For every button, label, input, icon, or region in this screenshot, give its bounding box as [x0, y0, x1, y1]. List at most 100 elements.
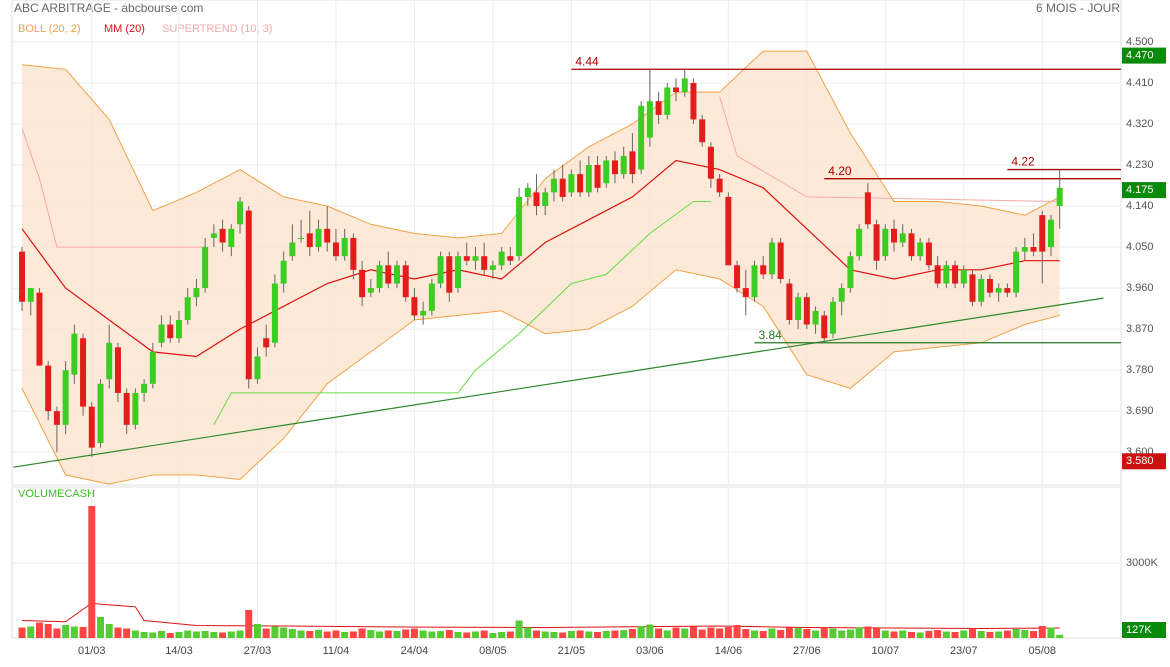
y-tick-label: 3.960: [1126, 282, 1154, 294]
volume-bar: [681, 628, 689, 638]
volume-bar: [785, 627, 793, 638]
candle-body: [489, 265, 496, 270]
volume-bar: [445, 630, 453, 638]
volume-bar: [79, 627, 87, 638]
candle-body: [952, 265, 959, 284]
candle-body: [690, 82, 697, 120]
volume-bar: [97, 617, 105, 638]
candle-body: [620, 155, 627, 175]
candle-body: [768, 242, 775, 275]
level-label: 4.20: [828, 164, 852, 178]
x-tick-label: 01/03: [78, 645, 106, 657]
candle-body: [838, 288, 845, 302]
volume-bar: [777, 630, 785, 638]
volume-bar: [27, 626, 35, 638]
candle-body: [577, 174, 584, 193]
candle-body: [184, 297, 191, 320]
volume-bar: [62, 625, 70, 638]
candle-body: [925, 242, 932, 266]
candle-body: [263, 338, 270, 348]
candle-body: [821, 315, 828, 339]
volume-bar: [559, 632, 567, 638]
x-tick-label: 21/05: [558, 645, 586, 657]
candle-body: [45, 365, 52, 412]
candle-body: [559, 178, 566, 197]
candle-body: [856, 228, 863, 257]
volume-bar: [916, 632, 924, 638]
volume-bar: [1038, 626, 1046, 638]
volume-bar: [70, 626, 78, 638]
candle-body: [899, 233, 906, 243]
y-tick-label: 4.140: [1126, 200, 1154, 212]
bollinger-fill: [22, 51, 1060, 485]
candle-body: [960, 269, 967, 284]
candle-body: [882, 228, 889, 257]
candle-body: [934, 265, 941, 284]
y-tick-label: 3.780: [1126, 364, 1154, 376]
volume-bar: [210, 632, 218, 638]
volume-bar: [184, 630, 192, 638]
volume-bar: [88, 506, 96, 638]
candle-body: [315, 228, 322, 248]
volume-bar: [454, 632, 462, 638]
volume-bar: [166, 633, 174, 638]
volume-bar: [428, 631, 436, 638]
candle-body: [359, 269, 366, 298]
candle-body: [1039, 215, 1046, 252]
candles-layer: [18, 69, 1064, 638]
volume-bar: [253, 624, 261, 638]
candle-body: [986, 278, 993, 293]
volume-bar: [838, 630, 846, 638]
candle-body: [1004, 288, 1011, 293]
candle-body: [114, 347, 121, 393]
candle-body: [237, 201, 244, 225]
price-panel: [11, 0, 1122, 486]
volume-bar: [855, 627, 863, 638]
volume-bar: [890, 631, 898, 638]
volume-bar: [349, 631, 357, 638]
y-tick-label: 4.320: [1126, 118, 1154, 130]
candle-body: [943, 265, 950, 284]
volume-bar: [524, 627, 532, 638]
y-tick-label: 3000K: [1126, 557, 1158, 569]
candle-body: [1030, 247, 1037, 252]
candle-body: [1013, 251, 1020, 293]
candle-body: [88, 406, 95, 448]
candle-body: [437, 256, 444, 284]
candle-body: [202, 247, 209, 289]
volume-bar: [716, 628, 724, 638]
candle-body: [376, 265, 383, 289]
volume-bar: [794, 628, 802, 638]
volume-title: VOLUMECASH: [18, 488, 95, 500]
volume-bar: [907, 632, 915, 638]
volume-bar: [18, 627, 26, 638]
x-tick-label: 24/04: [401, 645, 429, 657]
candle-body: [847, 256, 854, 289]
volume-bar: [541, 631, 549, 638]
x-tick-label: 05/08: [1028, 645, 1056, 657]
candle-body: [803, 297, 810, 325]
bollinger-upper: [21, 50, 1060, 239]
volume-bar: [594, 632, 602, 638]
volume-bar: [611, 630, 619, 638]
volume-bar: [280, 627, 288, 638]
volume-bar: [968, 628, 976, 638]
candle-body: [603, 160, 610, 184]
volume-bar: [192, 631, 200, 638]
volume-bar: [925, 631, 933, 638]
candle-body: [62, 370, 69, 425]
volume-bar: [585, 631, 593, 638]
price-tag-label: 4.470: [1126, 50, 1154, 62]
volume-bar: [1030, 631, 1038, 638]
candle-body: [219, 228, 226, 243]
candle-body: [699, 119, 706, 143]
volume-bar: [498, 632, 506, 638]
volume-average: [21, 602, 1060, 630]
candle-body: [516, 196, 523, 257]
candle-body: [341, 237, 348, 257]
candle-body: [829, 301, 836, 334]
candle-body: [97, 383, 104, 444]
candle-body: [707, 146, 714, 179]
candle-body: [498, 251, 505, 266]
volume-bar: [1012, 629, 1020, 638]
